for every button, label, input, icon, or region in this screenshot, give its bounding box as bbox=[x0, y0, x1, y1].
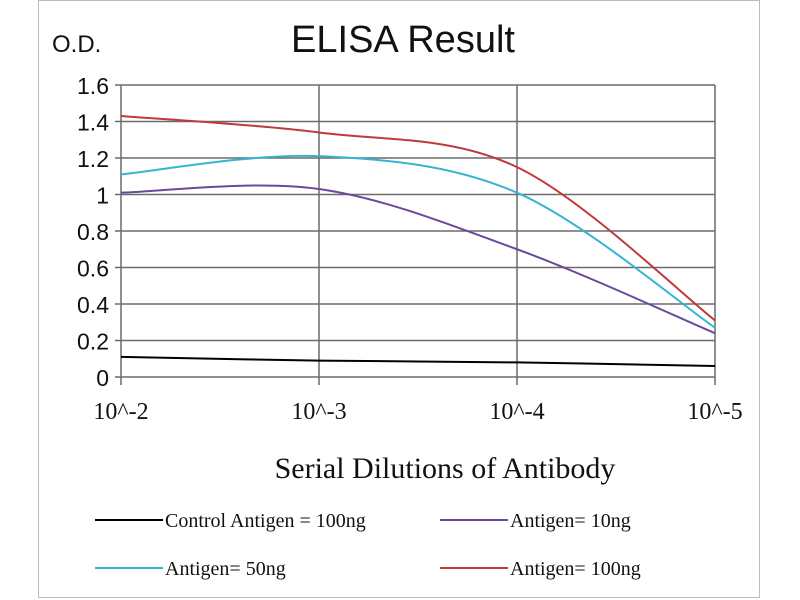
series-line-2 bbox=[120, 154, 716, 329]
y-tick-label: 0.2 bbox=[77, 329, 109, 355]
y-tick-label: 1 bbox=[96, 183, 109, 209]
y-tick-label: 0.8 bbox=[77, 219, 109, 245]
y-tick-label: 0 bbox=[96, 365, 109, 391]
y-tick-label: 0.6 bbox=[77, 256, 109, 282]
legend-label-0: Control Antigen = 100ng bbox=[165, 510, 366, 532]
x-axis-label: Serial Dilutions of Antibody bbox=[275, 452, 616, 485]
series-line-3 bbox=[120, 115, 716, 322]
y-tick-label: 1.6 bbox=[77, 73, 109, 99]
y-tick-label: 1.4 bbox=[77, 110, 109, 136]
x-tick-label: 10^-3 bbox=[291, 399, 346, 425]
x-tick-label: 10^-4 bbox=[489, 399, 544, 425]
x-tick-label: 10^-2 bbox=[93, 399, 148, 425]
chart-frame bbox=[38, 0, 760, 598]
legend-label-3: Antigen= 100ng bbox=[510, 558, 641, 580]
x-tick-label: 10^-5 bbox=[687, 399, 742, 425]
y-tick-label: 1.2 bbox=[77, 146, 109, 172]
legend-label-1: Antigen= 10ng bbox=[510, 510, 631, 532]
y-axis-label: O.D. bbox=[52, 31, 101, 58]
chart-title: ELISA Result bbox=[291, 19, 515, 61]
series-line-0 bbox=[120, 355, 716, 368]
legend-label-2: Antigen= 50ng bbox=[165, 558, 286, 580]
series-line-1 bbox=[120, 184, 716, 335]
y-tick-label: 0.4 bbox=[77, 292, 109, 318]
